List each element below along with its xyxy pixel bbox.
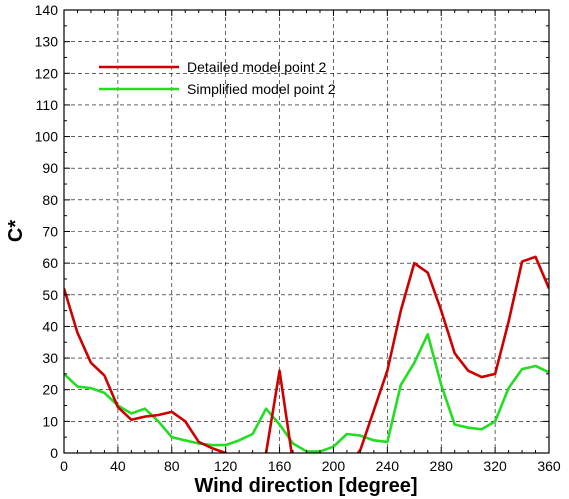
x-tick-label: 280 (430, 458, 454, 474)
series-line-2 (64, 333, 549, 453)
ticks (63, 9, 550, 454)
legend-label-1: Detailed model point 2 (187, 59, 327, 75)
y-tick-label: 30 (42, 350, 58, 366)
y-axis-title: C* (5, 220, 27, 242)
x-tick-label: 160 (268, 458, 292, 474)
series-layer (64, 255, 549, 453)
y-tick-label: 110 (36, 97, 59, 113)
x-tick-label: 80 (164, 458, 180, 474)
y-tick-label: 60 (42, 255, 58, 271)
x-tick-label: 200 (322, 458, 346, 474)
y-tick-label: 0 (50, 445, 58, 461)
tick-labels: 0 10 20 30 40 50 60 70 80 90 100 110 120 130 140 0 40 80 1… (35, 2, 561, 474)
x-tick-label: 360 (537, 458, 561, 474)
x-tick-label: 240 (376, 458, 400, 474)
y-tick-label: 100 (35, 129, 59, 145)
legend-label-2: Simplified model point 2 (187, 81, 336, 97)
grid (64, 10, 549, 453)
y-tick-label: 80 (42, 192, 58, 208)
x-axis-title: Wind direction [degree] (194, 475, 417, 497)
y-tick-label: 10 (42, 413, 58, 429)
x-tick-label: 0 (60, 458, 68, 474)
x-tick-label: 120 (214, 458, 238, 474)
y-tick-label: 20 (42, 382, 58, 398)
series-line-1 (64, 255, 549, 453)
y-tick-label: 130 (35, 34, 59, 50)
y-tick-label: 90 (42, 160, 58, 176)
y-tick-label: 50 (42, 287, 58, 303)
y-tick-label: 40 (42, 318, 58, 334)
x-tick-label: 40 (110, 458, 126, 474)
y-tick-label: 120 (35, 65, 59, 81)
y-tick-label: 70 (42, 224, 58, 240)
legend: Detailed model point 2 Simplified model p… (99, 59, 336, 97)
x-tick-label: 320 (483, 458, 507, 474)
y-tick-label: 140 (35, 2, 59, 18)
